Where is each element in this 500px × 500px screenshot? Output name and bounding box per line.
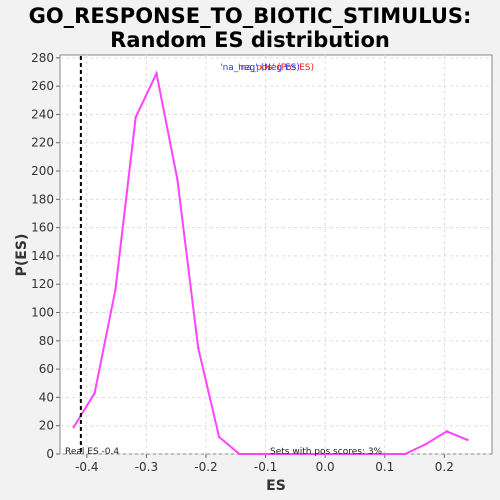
data-point xyxy=(445,430,448,433)
data-point xyxy=(466,438,469,442)
y-tick-label: 140 xyxy=(31,249,54,263)
series-layer xyxy=(72,70,469,456)
x-tick-label: -0.1 xyxy=(254,460,277,474)
data-point xyxy=(320,452,324,456)
x-tick-label: 0.1 xyxy=(375,460,394,474)
legend: 'na_pos' (Pos ES) 'na_neg' (Neg ES) xyxy=(220,63,314,73)
data-point xyxy=(424,442,428,446)
series-line xyxy=(72,70,468,455)
data-point xyxy=(238,452,241,456)
y-tick-label: 280 xyxy=(31,51,54,65)
chart-title: GO_RESPONSE_TO_BIOTIC_STIMULUS: xyxy=(28,4,472,28)
y-tick-label: 40 xyxy=(39,390,54,404)
data-point xyxy=(259,452,262,456)
data-point xyxy=(155,72,158,75)
data-point xyxy=(114,288,117,292)
legend-pos-text: 'na_pos' (Pos ES) xyxy=(238,63,314,73)
y-tick-label: 0 xyxy=(46,447,54,461)
legend-neg-text: 'na_neg' (Neg ES) xyxy=(220,63,300,73)
y-tick-label: 20 xyxy=(39,419,54,433)
y-axis-label: P(ES) xyxy=(14,234,30,277)
data-point xyxy=(72,425,75,429)
data-point xyxy=(383,452,386,456)
y-tick-label: 200 xyxy=(31,164,54,178)
y-tick-label: 60 xyxy=(39,362,54,376)
data-point xyxy=(403,452,407,456)
y-tick-label: 80 xyxy=(39,334,54,348)
data-point xyxy=(300,452,304,456)
data-point xyxy=(341,452,345,456)
x-tick-label: -0.4 xyxy=(75,460,98,474)
data-point xyxy=(217,435,221,439)
y-tick-label: 260 xyxy=(31,79,54,93)
data-point xyxy=(176,178,179,181)
y-tick-label: 220 xyxy=(31,136,54,150)
data-point xyxy=(279,452,283,456)
data-point xyxy=(362,452,366,456)
data-point xyxy=(134,116,137,119)
y-tick-label: 240 xyxy=(31,107,54,121)
y-tick-label: 100 xyxy=(31,306,54,320)
y-tick-label: 180 xyxy=(31,192,54,206)
y-tick-label: 120 xyxy=(31,277,54,291)
x-tick-label: 0.2 xyxy=(435,460,454,474)
data-point xyxy=(93,391,96,395)
x-tick-label: -0.3 xyxy=(135,460,158,474)
x-axis-label: ES xyxy=(266,478,286,494)
chart-subtitle: Random ES distribution xyxy=(110,28,390,52)
pos-scores-annotation: Sets with pos scores: 3% xyxy=(270,447,383,457)
x-tick-label: 0.0 xyxy=(316,460,335,474)
plot-area xyxy=(59,54,493,455)
y-tick-label: 160 xyxy=(31,221,54,235)
y-axis-ticks: 0 20 40 60 80 100 120 140 160 180 200 220 240 260 280 xyxy=(31,51,60,461)
data-point xyxy=(197,346,200,350)
grid xyxy=(60,55,492,455)
x-tick-label: -0.2 xyxy=(194,460,217,474)
real-es-label: Real ES -0.4 xyxy=(65,447,119,457)
x-axis-ticks: -0.4 -0.3 -0.2 -0.1 0.0 0.1 0.2 xyxy=(75,454,454,474)
